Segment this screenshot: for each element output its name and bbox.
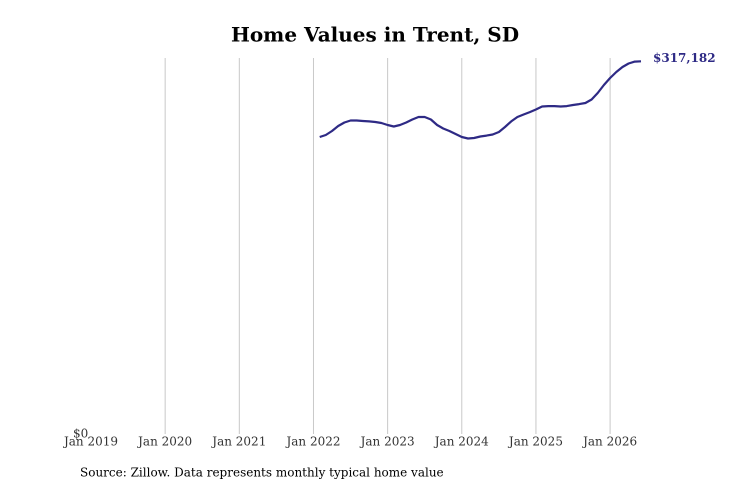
x-tick-label: Jan 2020 [136, 435, 192, 449]
series-line [319, 60, 642, 140]
x-tick-label: Jan 2026 [581, 435, 637, 449]
source-note: Source: Zillow. Data represents monthly … [80, 466, 444, 480]
x-tick-label: Jan 2021 [210, 435, 266, 449]
value-label: $317,182 [653, 51, 716, 65]
x-tick-label: Jan 2023 [359, 435, 415, 449]
x-tick-label: Jan 2025 [507, 435, 563, 449]
x-tick-label: Jan 2019 [62, 435, 118, 449]
x-tick-label: Jan 2022 [284, 435, 340, 449]
y-tick-label: $0 [73, 427, 88, 441]
x-tick-label: Jan 2024 [433, 435, 489, 449]
chart-title: Home Values in Trent, SD [231, 23, 519, 47]
